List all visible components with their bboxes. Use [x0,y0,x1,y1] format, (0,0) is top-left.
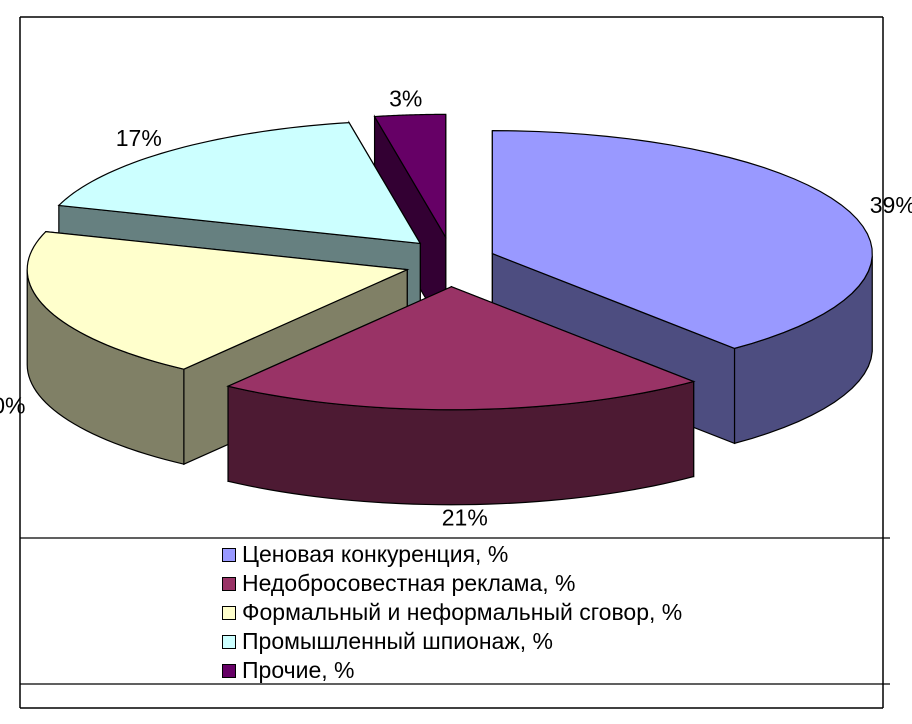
slice-top [491,130,873,350]
legend-label: Ценовая конкуренция, % [242,541,509,567]
pie-slice [226,285,696,506]
legend-swatch [222,547,236,562]
data-label: 39% [870,192,912,218]
legend-label: Формальный и неформальный сговор, % [242,599,683,625]
data-label: 20% [0,392,25,418]
legend-swatch [222,663,236,678]
slice-top [26,231,410,370]
legend-label: Прочие, % [242,657,355,683]
data-label: 21% [442,505,488,531]
legend-item: Ценовая конкуренция, % [222,540,682,569]
slice-top [57,121,422,245]
data-label: 17% [116,125,162,151]
legend-label: Недобросовестная реклама, % [242,570,576,596]
legend-swatch [222,605,236,620]
slice-top [373,113,447,240]
slice-top [226,286,696,411]
legend-item: Формальный и неформальный сговор, % [222,598,682,627]
data-label: 3% [389,85,422,111]
legend-item: Промышленный шпионаж, % [222,627,682,656]
legend-label: Промышленный шпионаж, % [242,628,553,654]
legend-swatch [222,576,236,591]
legend-item: Недобросовестная реклама, % [222,569,682,598]
legend: Ценовая конкуренция, % Недобросовестная … [222,540,682,685]
legend-item: Прочие, % [222,656,682,685]
legend-swatch [222,634,236,649]
